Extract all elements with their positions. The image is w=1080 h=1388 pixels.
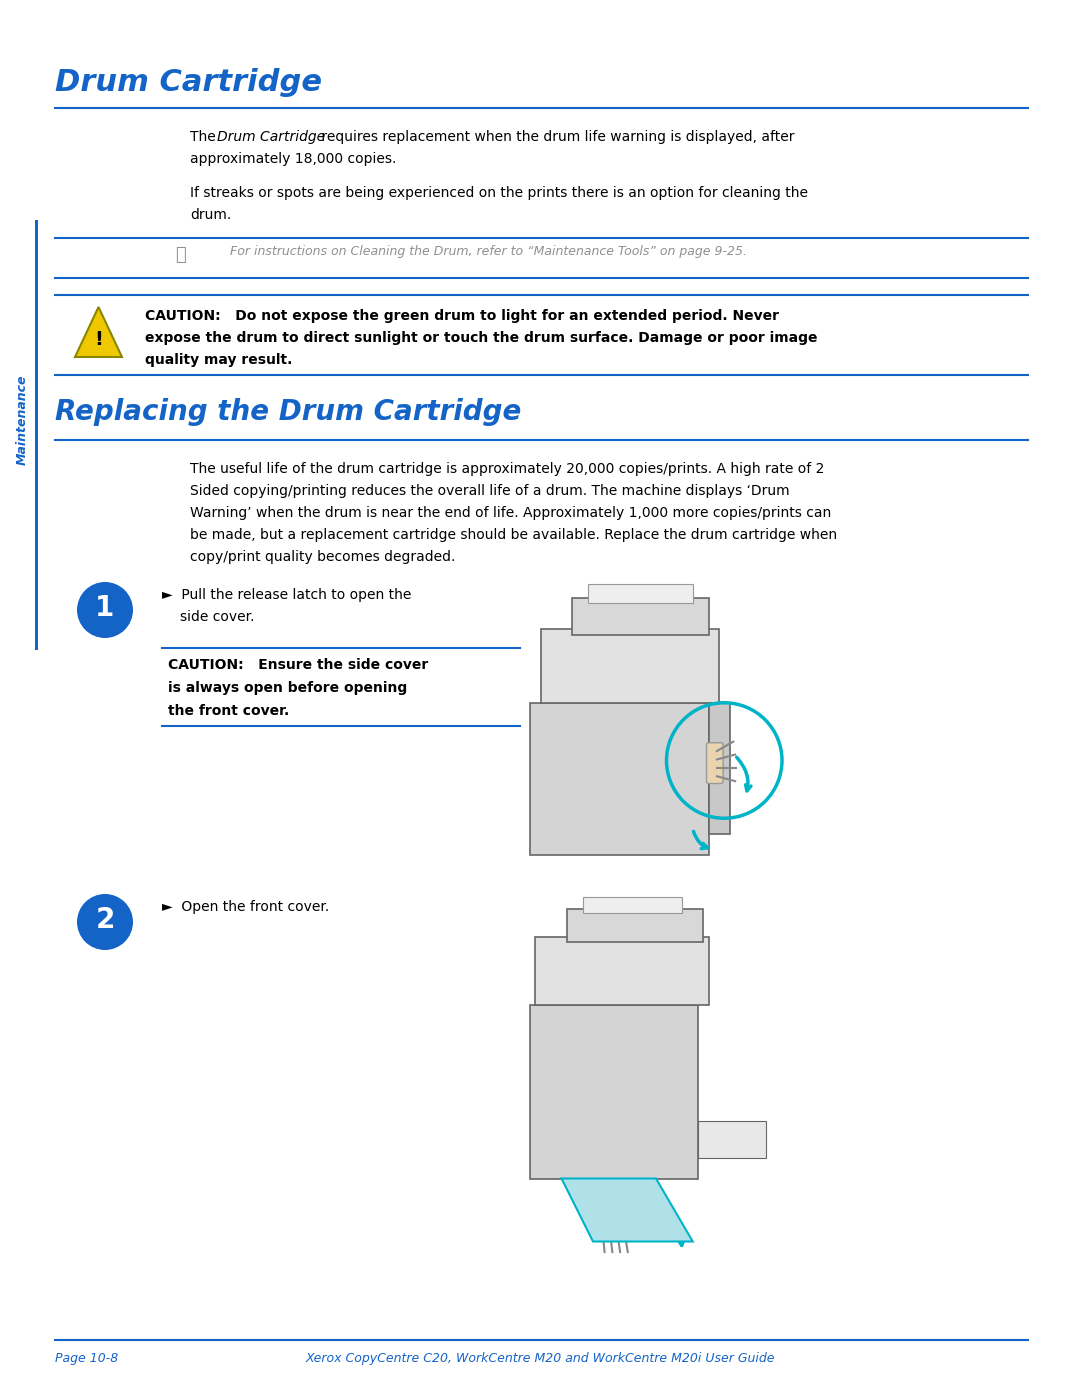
Text: ►  Open the front cover.: ► Open the front cover. — [162, 899, 329, 915]
Circle shape — [77, 582, 133, 638]
FancyBboxPatch shape — [540, 629, 719, 702]
Text: side cover.: side cover. — [180, 609, 255, 625]
Text: is always open before opening: is always open before opening — [168, 682, 407, 695]
Text: be made, but a replacement cartridge should be available. Replace the drum cartr: be made, but a replacement cartridge sho… — [190, 527, 837, 541]
Text: Maintenance: Maintenance — [15, 375, 28, 465]
FancyBboxPatch shape — [708, 702, 729, 834]
Bar — [35, 221, 38, 650]
FancyBboxPatch shape — [706, 743, 724, 783]
Text: CAUTION:   Do not expose the green drum to light for an extended period. Never: CAUTION: Do not expose the green drum to… — [145, 310, 779, 323]
FancyBboxPatch shape — [530, 1005, 698, 1178]
Text: expose the drum to direct sunlight or touch the drum surface. Damage or poor ima: expose the drum to direct sunlight or to… — [145, 330, 818, 346]
FancyBboxPatch shape — [536, 937, 708, 1005]
FancyBboxPatch shape — [572, 598, 708, 634]
Text: 2: 2 — [95, 906, 114, 934]
FancyBboxPatch shape — [698, 1120, 766, 1158]
Text: CAUTION:   Ensure the side cover: CAUTION: Ensure the side cover — [168, 658, 429, 672]
Text: For instructions on Cleaning the Drum, refer to “Maintenance Tools” on page 9-25: For instructions on Cleaning the Drum, r… — [230, 246, 747, 258]
Text: If streaks or spots are being experienced on the prints there is an option for c: If streaks or spots are being experience… — [190, 186, 808, 200]
Polygon shape — [75, 307, 122, 357]
Text: 1: 1 — [95, 594, 114, 622]
Text: Page 10-8: Page 10-8 — [55, 1352, 118, 1364]
Text: The useful life of the drum cartridge is approximately 20,000 copies/prints. A h: The useful life of the drum cartridge is… — [190, 462, 824, 476]
FancyBboxPatch shape — [582, 897, 683, 913]
Text: !: ! — [94, 329, 103, 348]
Text: Xerox CopyCentre C20, WorkCentre M20 and WorkCentre M20i User Guide: Xerox CopyCentre C20, WorkCentre M20 and… — [306, 1352, 774, 1364]
FancyBboxPatch shape — [530, 702, 708, 855]
Text: approximately 18,000 copies.: approximately 18,000 copies. — [190, 153, 396, 167]
Text: drum.: drum. — [190, 208, 231, 222]
Polygon shape — [562, 1178, 692, 1241]
Text: requires replacement when the drum life warning is displayed, after: requires replacement when the drum life … — [318, 130, 795, 144]
Text: Sided copying/printing reduces the overall life of a drum. The machine displays : Sided copying/printing reduces the overa… — [190, 484, 789, 498]
Text: Replacing the Drum Cartridge: Replacing the Drum Cartridge — [55, 398, 522, 426]
Text: Warning’ when the drum is near the end of life. Approximately 1,000 more copies/: Warning’ when the drum is near the end o… — [190, 507, 832, 520]
Circle shape — [77, 894, 133, 949]
FancyBboxPatch shape — [588, 584, 692, 602]
Text: copy/print quality becomes degraded.: copy/print quality becomes degraded. — [190, 550, 456, 564]
Text: Drum Cartridge: Drum Cartridge — [55, 68, 322, 97]
Text: the front cover.: the front cover. — [168, 704, 289, 718]
Text: Drum Cartridge: Drum Cartridge — [217, 130, 325, 144]
Ellipse shape — [599, 1216, 629, 1235]
Text: The: The — [190, 130, 220, 144]
Text: quality may result.: quality may result. — [145, 353, 293, 366]
Text: ►  Pull the release latch to open the: ► Pull the release latch to open the — [162, 589, 411, 602]
Text: 👉: 👉 — [175, 246, 186, 264]
FancyBboxPatch shape — [567, 909, 703, 942]
